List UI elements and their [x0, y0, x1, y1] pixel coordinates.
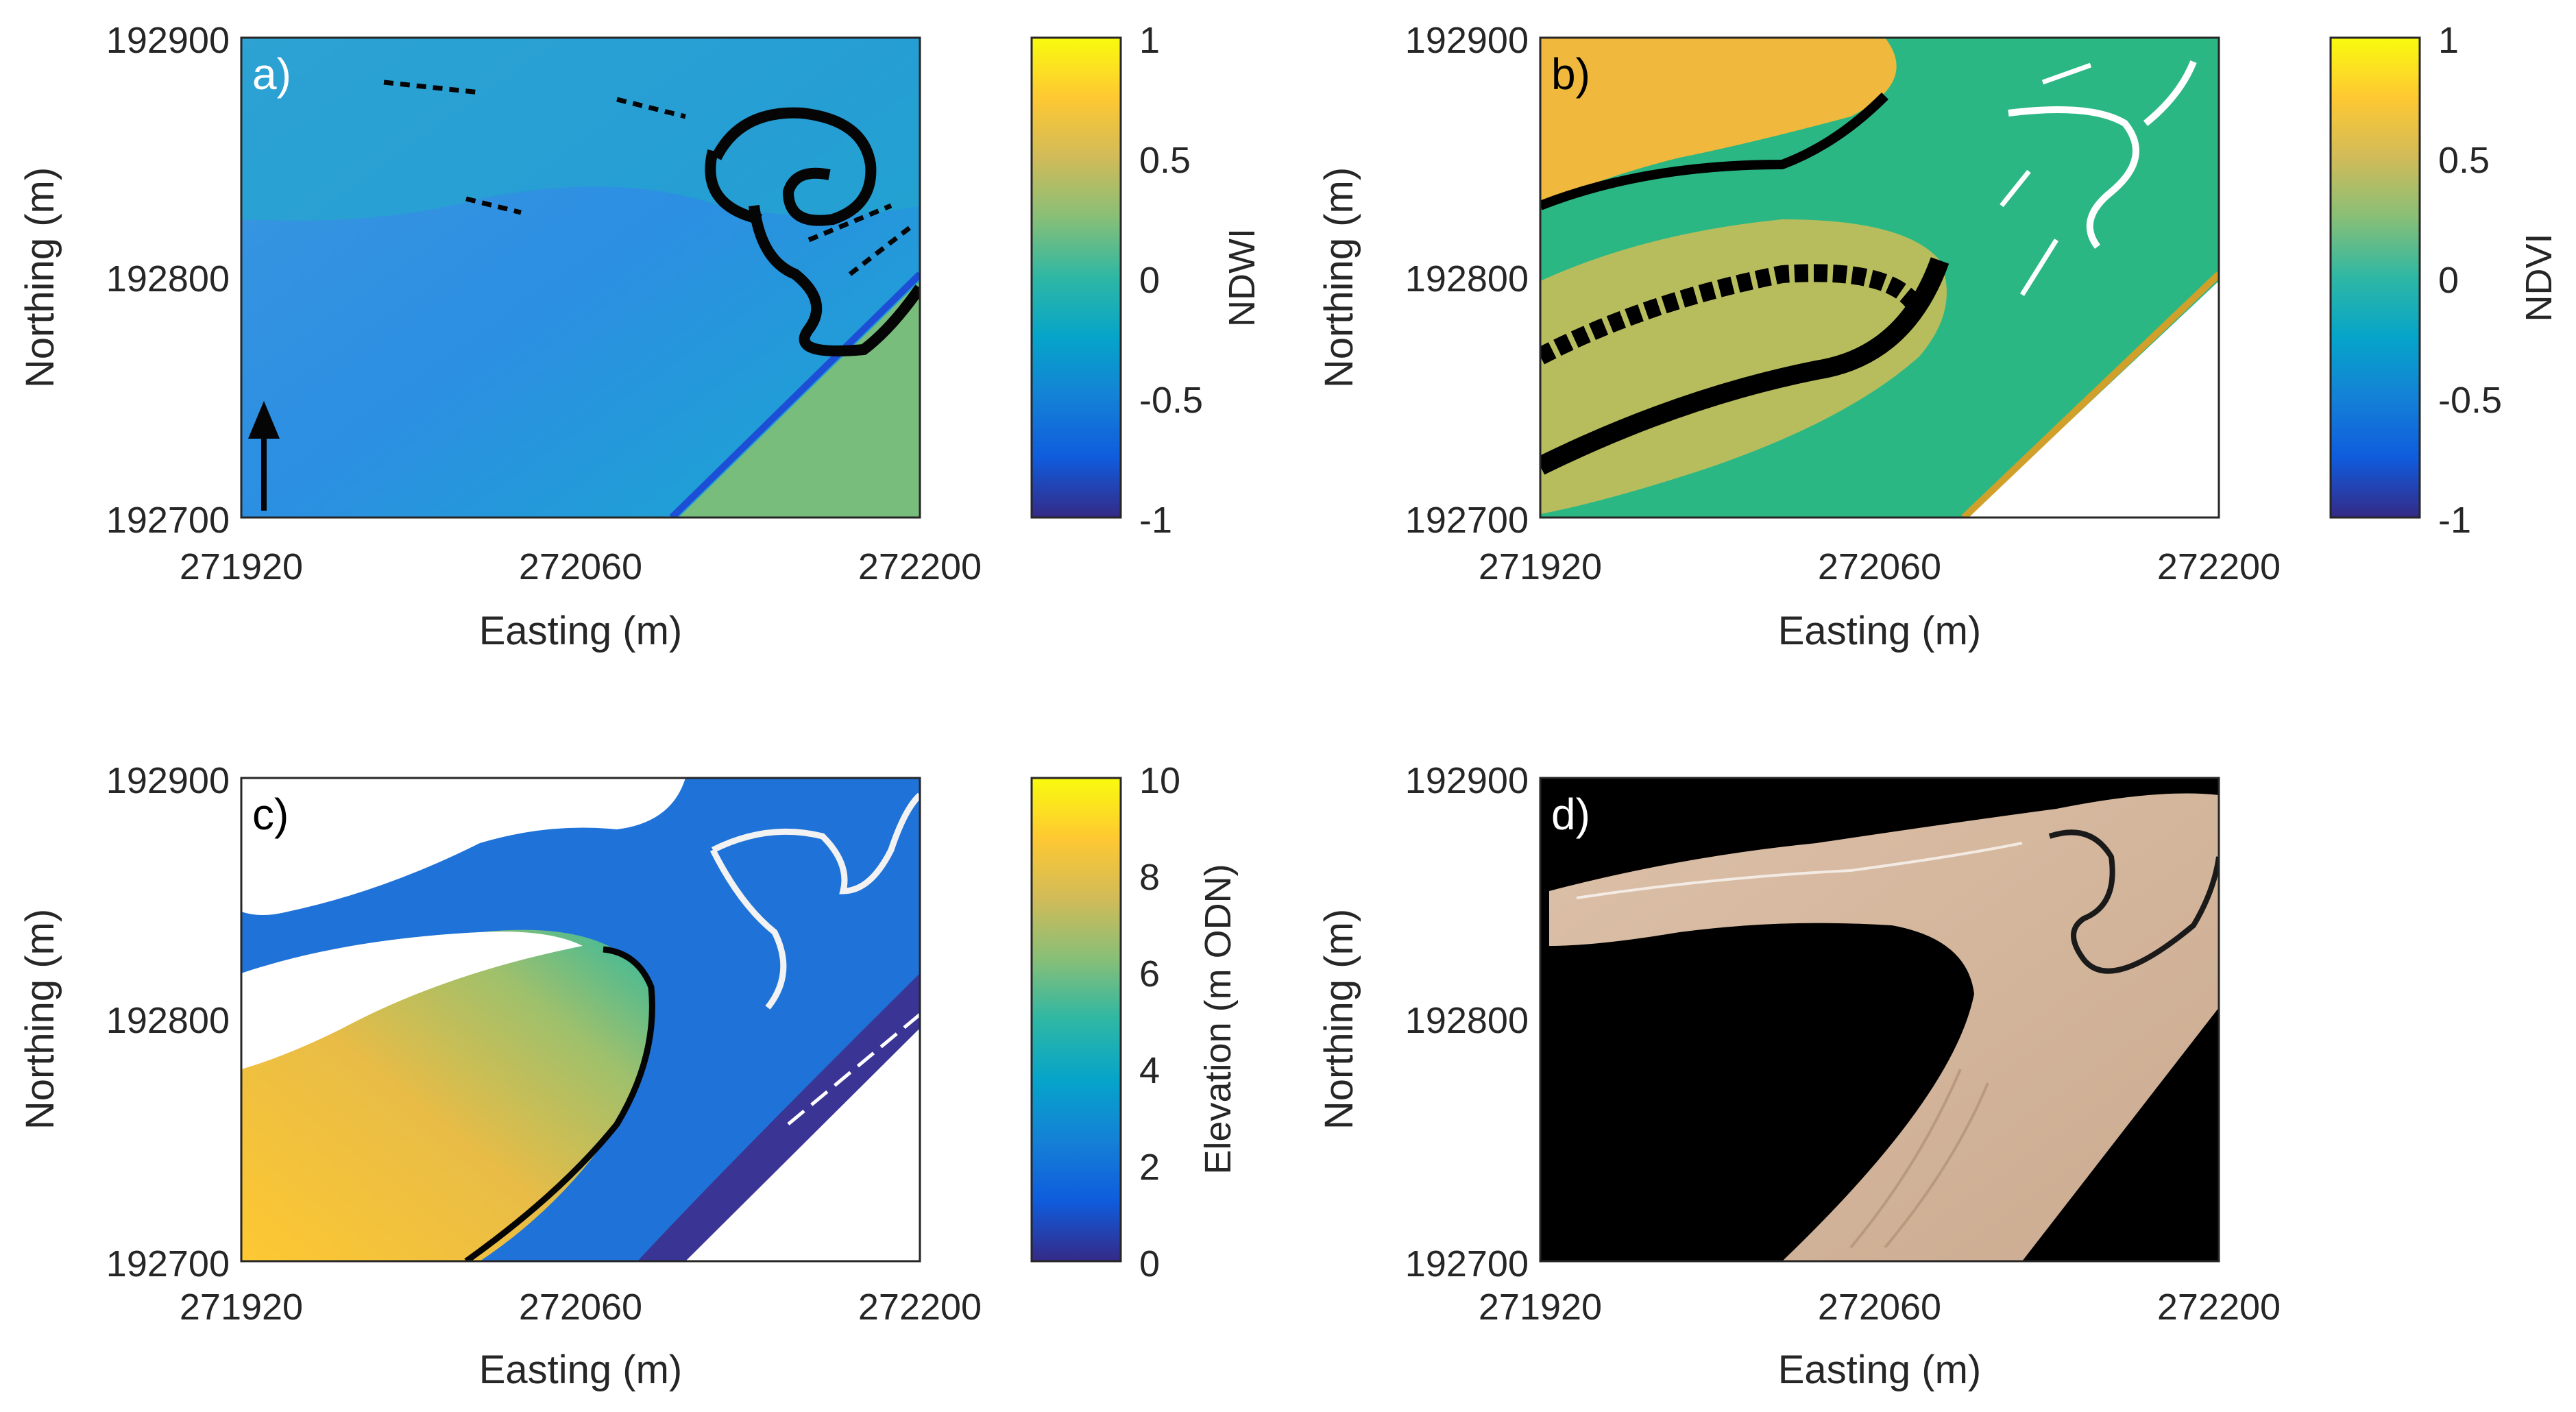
panel-c: c) 192900 192800 192700 Northing (m) 271… [18, 760, 1239, 1392]
panel-b-xtick: 272200 [2157, 546, 2281, 587]
panel-a-cbar-tick: 1 [1139, 20, 1160, 61]
panel-c-cbar-tick: 2 [1139, 1147, 1160, 1188]
panel-c-xtick: 272060 [519, 1287, 642, 1328]
panel-b-cbar-tick: 1 [2438, 20, 2459, 61]
panel-c-cbar-tick: 8 [1139, 857, 1160, 898]
panel-c-xtick: 271920 [180, 1287, 303, 1328]
panel-a-x-axis: 271920 272060 272200 Easting (m) [180, 546, 982, 653]
panel-a-ytick: 192900 [106, 20, 230, 61]
panel-a-cbar-tick: 0 [1139, 260, 1160, 301]
panel-c-xlabel: Easting (m) [479, 1348, 683, 1392]
panel-c-y-axis: 192900 192800 192700 Northing (m) [18, 760, 230, 1285]
panel-d-ytick: 192800 [1405, 1000, 1529, 1041]
north-arrow-icon [248, 401, 280, 511]
panel-d-xtick: 272200 [2157, 1287, 2281, 1328]
panel-c-cbar-tick: 10 [1139, 760, 1180, 801]
panel-c-cbar-tick: 6 [1139, 953, 1160, 995]
panel-c-cbar-tick: 4 [1139, 1050, 1160, 1091]
panel-b-xlabel: Easting (m) [1778, 609, 1982, 653]
panel-b-cbar-label: NDVI [2518, 233, 2560, 321]
panel-d-ytick: 192700 [1405, 1243, 1529, 1285]
panel-a-image [241, 38, 920, 518]
panel-c-ytick: 192900 [106, 760, 230, 801]
panel-a-ylabel: Northing (m) [18, 167, 62, 388]
panel-a-cbar-tick: -1 [1139, 500, 1172, 541]
panel-a-ytick: 192700 [106, 500, 230, 541]
panel-d-x-axis: 271920 272060 272200 Easting (m) [1479, 1287, 2281, 1392]
panel-b: b) 192900 192800 192700 Northing (m) 271… [1317, 20, 2560, 653]
panel-a-y-axis: 192900 192800 192700 Northing (m) [18, 20, 230, 541]
panel-d: d) 192900 192800 192700 Northing (m) 271… [1317, 760, 2281, 1392]
panel-d-ytick: 192900 [1405, 760, 1529, 801]
panel-b-cbar-tick: -1 [2438, 500, 2471, 541]
panel-b-ytick: 192800 [1405, 258, 1529, 300]
panel-b-ylabel: Northing (m) [1317, 167, 1361, 388]
panel-c-cbar-tick: 0 [1139, 1243, 1160, 1285]
panel-a-xtick: 271920 [180, 546, 303, 587]
panel-c-xtick: 272200 [858, 1287, 982, 1328]
panel-b-cbar-tick: 0.5 [2438, 140, 2490, 181]
panel-b-y-axis: 192900 192800 192700 Northing (m) [1317, 20, 1529, 541]
panel-a-cbar-label: NDWI [1222, 228, 1263, 327]
panel-a: a) 192900 192800 192700 Northing (m) 271… [18, 20, 1263, 653]
panel-b-cbar-tick: -0.5 [2438, 380, 2502, 421]
panel-b-image [1540, 38, 2219, 518]
panel-a-xlabel: Easting (m) [479, 609, 683, 653]
panel-d-ylabel: Northing (m) [1317, 909, 1361, 1130]
panel-d-y-axis: 192900 192800 192700 Northing (m) [1317, 760, 1529, 1285]
panel-b-xtick: 271920 [1479, 546, 1602, 587]
panel-b-ytick: 192900 [1405, 20, 1529, 61]
panel-b-xtick: 272060 [1818, 546, 1941, 587]
panel-b-colorbar: 1 0.5 0 -0.5 -1 NDVI [2329, 20, 2560, 541]
panel-c-label: c) [252, 790, 289, 839]
panel-b-ytick: 192700 [1405, 500, 1529, 541]
panel-c-ylabel: Northing (m) [18, 909, 62, 1130]
panel-c-x-axis: 271920 272060 272200 Easting (m) [180, 1287, 982, 1392]
panel-a-ytick: 192800 [106, 258, 230, 300]
panel-b-cbar-tick: 0 [2438, 260, 2459, 301]
panel-d-image [1540, 778, 2219, 1261]
panel-d-xtick: 271920 [1479, 1287, 1602, 1328]
panel-a-colorbar: 1 0.5 0 -0.5 -1 NDWI [1030, 20, 1263, 541]
panel-d-xlabel: Easting (m) [1778, 1348, 1982, 1392]
panel-a-cbar-tick: 0.5 [1139, 140, 1191, 181]
panel-d-xtick: 272060 [1818, 1287, 1941, 1328]
panel-c-ytick: 192800 [106, 1000, 230, 1041]
panel-c-colorbar: 10 8 6 4 2 0 Elevation (m ODN) [1030, 760, 1239, 1285]
panel-d-label: d) [1551, 790, 1590, 839]
panel-c-image [241, 778, 920, 1261]
panel-b-x-axis: 271920 272060 272200 Easting (m) [1479, 546, 2281, 653]
panel-a-xtick: 272200 [858, 546, 982, 587]
panel-b-label: b) [1551, 49, 1590, 99]
panel-c-ytick: 192700 [106, 1243, 230, 1285]
panel-a-cbar-tick: -0.5 [1139, 380, 1203, 421]
panel-a-xtick: 272060 [519, 546, 642, 587]
panel-c-cbar-label: Elevation (m ODN) [1198, 864, 1239, 1174]
panel-a-label: a) [252, 49, 291, 99]
